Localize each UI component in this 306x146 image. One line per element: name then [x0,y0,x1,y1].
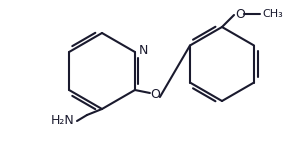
Text: N: N [139,44,148,57]
Text: O: O [235,7,245,20]
Text: H₂N: H₂N [51,114,75,127]
Text: O: O [150,88,160,101]
Text: CH₃: CH₃ [262,9,283,19]
